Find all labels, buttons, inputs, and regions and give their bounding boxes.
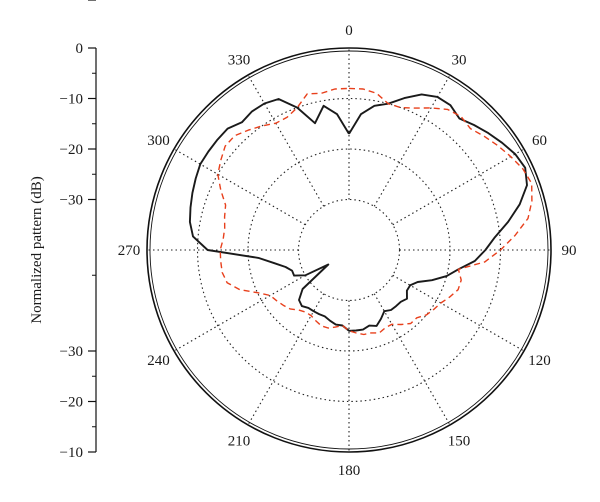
- grid-spoke: [247, 293, 325, 426]
- outer-ring: [146, 47, 552, 453]
- series-solid-line: [188, 93, 528, 332]
- angle-tick-label: 150: [448, 434, 471, 450]
- grid-spoke: [373, 293, 451, 426]
- radial-tick-label: 0: [76, 0, 84, 4]
- angle-tick-label: 270: [118, 243, 141, 259]
- angle-tick-label: 0: [345, 23, 353, 39]
- angle-tick-label: 90: [562, 243, 577, 259]
- grid-spoke: [247, 74, 325, 207]
- angle-tick-label: 60: [532, 133, 547, 149]
- radial-scale-axis: 0 −10 −20 −30 −30 −20 −10 0: [60, 0, 97, 461]
- angle-tick-label: 210: [228, 434, 251, 450]
- radial-tick-label: −10: [60, 445, 83, 461]
- series-layer: [188, 87, 533, 336]
- radial-tick-label: −30: [60, 344, 83, 360]
- angle-tick-label: 30: [452, 52, 467, 68]
- grid-spoke: [392, 148, 525, 226]
- angle-tick-label: 240: [147, 353, 170, 369]
- y-axis-label: Normalized pattern (dB): [29, 176, 45, 323]
- radial-tick-label: −30: [60, 193, 83, 209]
- radial-tick-label: −20: [60, 395, 83, 411]
- series-dashed-line: [217, 87, 533, 336]
- angle-tick-label: 300: [147, 133, 170, 149]
- grid-spoke: [392, 274, 525, 352]
- radial-tick-label: 0: [76, 41, 84, 57]
- polar-grid: 0 30 60 90 120 150 180 210 240 270 300 330: [118, 23, 577, 479]
- angle-tick-label: 330: [228, 52, 251, 68]
- grid-spoke: [173, 274, 306, 352]
- grid-spoke: [173, 148, 306, 226]
- angle-tick-label: 120: [528, 353, 551, 369]
- radial-tick-label: −20: [60, 142, 83, 158]
- radial-tick-label: −10: [60, 92, 83, 108]
- grid-ring: [196, 97, 502, 403]
- angle-tick-label: 180: [338, 463, 361, 479]
- grid-ring: [247, 148, 451, 352]
- grid-ring: [297, 198, 401, 302]
- grid-spoke: [373, 74, 451, 207]
